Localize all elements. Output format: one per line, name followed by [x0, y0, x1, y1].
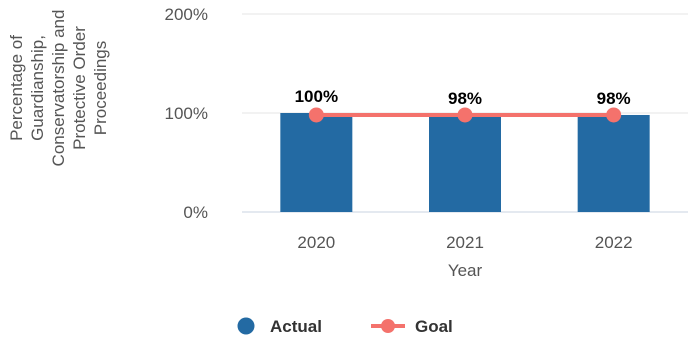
- x-axis-title: Year: [448, 261, 483, 280]
- data-labels: 100% 98% 98%: [295, 87, 631, 108]
- y-tick-label: 200%: [165, 5, 208, 24]
- y-axis-title-line: Guardianship,: [28, 35, 47, 141]
- bar-actual-2020: [280, 113, 353, 212]
- y-axis-title-line: Percentage of: [7, 35, 26, 141]
- bar-actual-2022: [577, 114, 650, 212]
- x-tick-label: 2021: [446, 233, 484, 252]
- y-tick-labels: 0% 100% 200%: [165, 5, 208, 222]
- legend-goal-label: Goal: [415, 317, 453, 336]
- legend-goal-swatch: [381, 319, 395, 333]
- goal-point-2022: [606, 107, 622, 123]
- goal-point-2020: [308, 107, 324, 123]
- bar-actual-2021: [429, 114, 501, 212]
- legend: Actual Goal: [237, 317, 453, 336]
- y-axis-title: Percentage of Guardianship, Conservatorshi…: [7, 10, 110, 167]
- data-label: 100%: [295, 87, 338, 106]
- data-label: 98%: [448, 89, 482, 108]
- legend-actual-label: Actual: [270, 317, 322, 336]
- y-axis-title-line: Proceedings: [91, 41, 110, 136]
- x-tick-labels: 2020 2021 2022: [297, 233, 632, 252]
- y-tick-label: 100%: [165, 104, 208, 123]
- x-tick-label: 2020: [297, 233, 335, 252]
- y-tick-label: 0%: [183, 203, 208, 222]
- bars: [280, 113, 650, 212]
- x-tick-label: 2022: [595, 233, 633, 252]
- y-axis-title-line: Protective Order: [70, 26, 89, 150]
- y-axis-title-line: Conservatorship and: [49, 10, 68, 167]
- goal-point-2021: [457, 107, 473, 123]
- data-label: 98%: [597, 89, 631, 108]
- legend-actual-swatch: [237, 317, 255, 335]
- goal-series: [308, 107, 622, 123]
